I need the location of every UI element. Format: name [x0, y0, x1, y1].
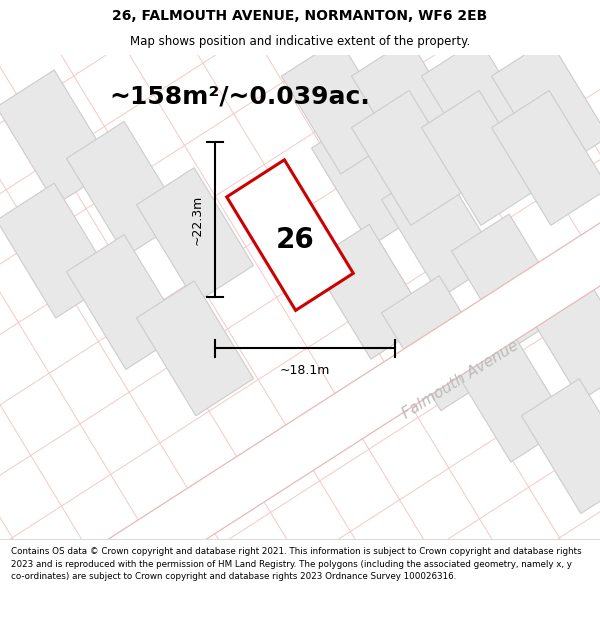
Polygon shape	[136, 281, 254, 416]
Polygon shape	[0, 183, 113, 318]
Polygon shape	[67, 121, 184, 256]
Polygon shape	[451, 328, 569, 462]
Polygon shape	[491, 91, 600, 226]
Polygon shape	[352, 91, 469, 226]
Text: Map shows position and indicative extent of the property.: Map shows position and indicative extent…	[130, 35, 470, 48]
Polygon shape	[421, 91, 539, 226]
Text: 26: 26	[275, 226, 314, 254]
Text: Falmouth Avenue: Falmouth Avenue	[399, 338, 521, 421]
Polygon shape	[311, 111, 428, 246]
Polygon shape	[281, 39, 398, 174]
Polygon shape	[521, 266, 600, 401]
Polygon shape	[98, 136, 600, 591]
Polygon shape	[311, 224, 428, 359]
Polygon shape	[0, 70, 113, 205]
Text: ~22.3m: ~22.3m	[191, 194, 203, 245]
Polygon shape	[521, 379, 600, 514]
Polygon shape	[227, 160, 353, 311]
Polygon shape	[67, 234, 184, 369]
Polygon shape	[491, 39, 600, 174]
Text: ~18.1m: ~18.1m	[280, 364, 330, 378]
Text: 26, FALMOUTH AVENUE, NORMANTON, WF6 2EB: 26, FALMOUTH AVENUE, NORMANTON, WF6 2EB	[112, 9, 488, 24]
Text: Contains OS data © Crown copyright and database right 2021. This information is : Contains OS data © Crown copyright and d…	[11, 548, 581, 581]
Polygon shape	[352, 39, 469, 174]
Polygon shape	[382, 276, 499, 411]
Polygon shape	[451, 214, 569, 349]
Polygon shape	[136, 168, 254, 302]
Polygon shape	[382, 162, 499, 298]
Polygon shape	[421, 39, 539, 174]
Text: ~158m²/~0.039ac.: ~158m²/~0.039ac.	[110, 84, 370, 108]
